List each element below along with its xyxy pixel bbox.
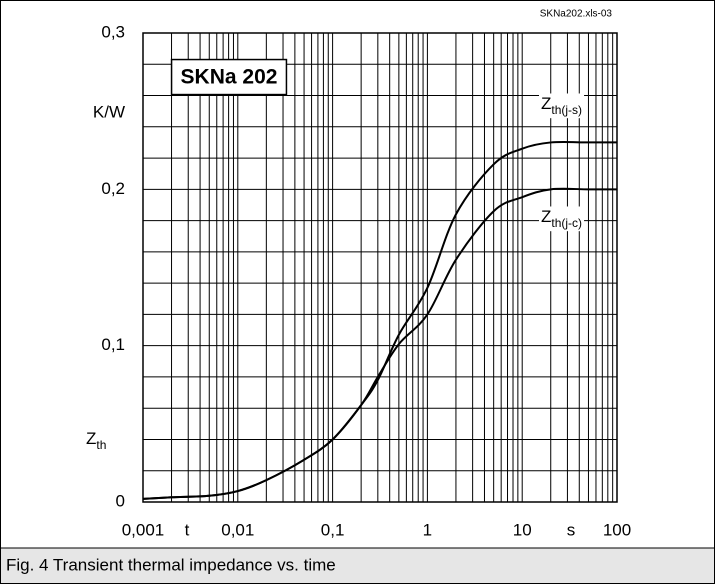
y-tick-label: 0,2: [101, 179, 125, 198]
legend-label-subscript: th(j-s): [551, 103, 582, 117]
x-tick-label: 0,01: [221, 520, 254, 539]
y-axis-label: Zth: [86, 429, 106, 452]
x-axis-unit: s: [567, 520, 576, 539]
y-axis-label-subscript: th: [96, 438, 106, 452]
y-tick-label: 0,1: [101, 335, 125, 354]
legend-label-background: [539, 93, 585, 119]
y-tick-label: 0,3: [101, 22, 125, 41]
x-tick-label: 100: [603, 520, 631, 539]
legend-label: Zth(j-c): [541, 207, 582, 230]
file-label: SKNa202.xls-03: [540, 9, 613, 20]
series-line: [142, 187, 617, 500]
legend-label: Zth(j-s): [541, 94, 582, 117]
title-box: [170, 58, 288, 96]
legend-label-subscript: th(j-c): [551, 216, 582, 230]
y-tick-label: 0: [116, 491, 125, 510]
x-axis-label: t: [185, 520, 190, 539]
y-axis-label-symbol: Z: [86, 429, 96, 448]
chart-title: SKNa 202: [181, 66, 278, 89]
x-tick-label: 10: [513, 520, 532, 539]
plot-border: [142, 32, 618, 503]
caption-bar: [1, 548, 714, 583]
x-tick-label: 0,001: [122, 520, 165, 539]
legend-label-background: [539, 206, 585, 232]
y-axis-unit: K/W: [93, 102, 125, 121]
caption: Fig. 4 Transient thermal impedance vs. t…: [6, 555, 336, 574]
plot-background: [143, 33, 617, 502]
legend-label-symbol: Z: [541, 94, 551, 113]
x-tick-label: 1: [423, 520, 432, 539]
x-tick-label: 0,1: [321, 520, 345, 539]
legend-label-symbol: Z: [541, 207, 551, 226]
